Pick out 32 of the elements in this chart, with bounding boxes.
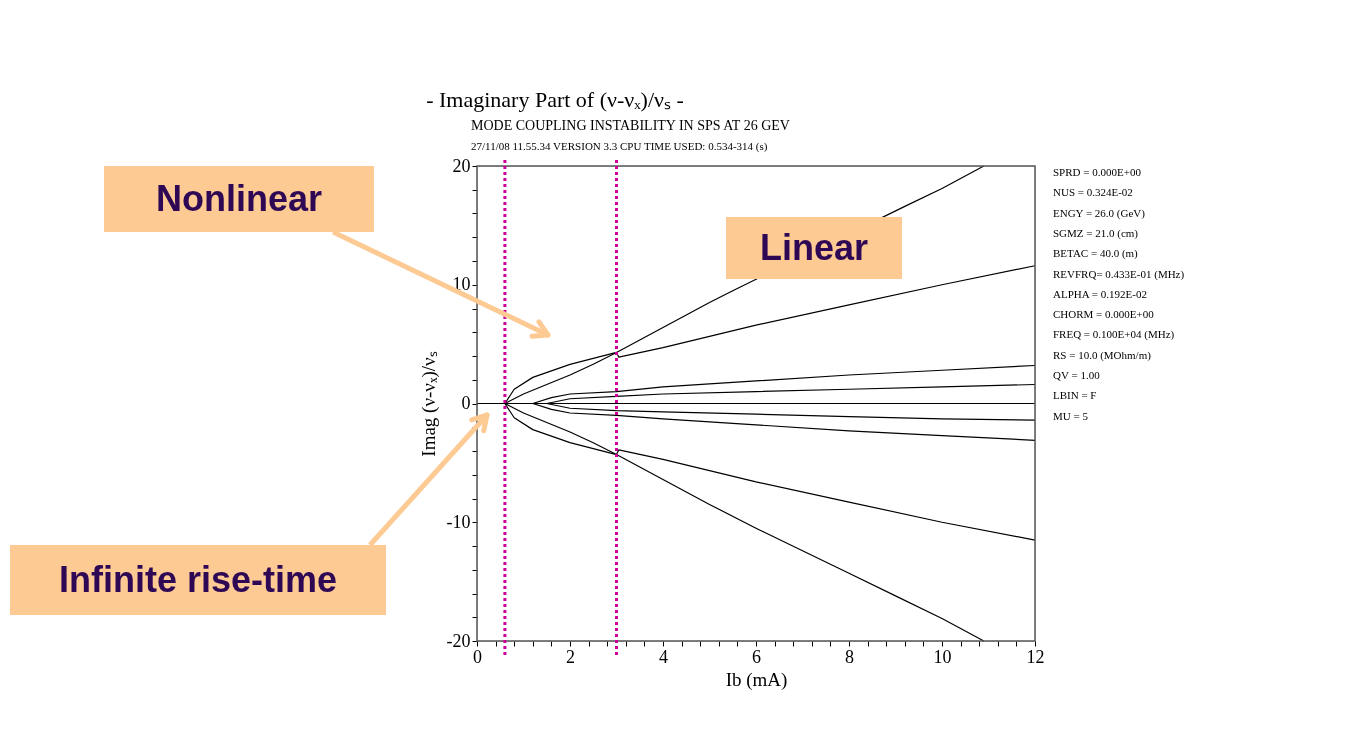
y-tick-label: 10	[452, 274, 471, 295]
text: ENGY = 26.0 (GeV)	[1053, 206, 1146, 220]
text: REVFRQ= 0.433E-01 (MHz)	[1053, 267, 1185, 281]
text: BETAC = 40.0 (m)	[1053, 247, 1139, 261]
text: NUS = 0.324E-02	[1053, 186, 1133, 199]
x-tick-label: 4	[659, 646, 668, 667]
chart-subtitle: MODE COUPLING INSTABILITY IN SPS AT 26 GEV	[471, 118, 790, 133]
text: Nonlinear	[155, 178, 323, 219]
chart-title: - Imaginary Part of (ν-νₓ)/νₛ -	[426, 87, 684, 112]
x-axis-title: Ib (mA)	[725, 668, 788, 691]
text: Infinite rise-time	[58, 559, 338, 600]
text: RS = 10.0 (MOhm/m)	[1053, 348, 1152, 362]
annotation: Linear	[759, 227, 869, 268]
text: SGMZ = 21.0 (cm)	[1053, 226, 1139, 240]
text: QV = 1.00	[1053, 369, 1101, 381]
y-tick-label: -10	[446, 511, 471, 532]
text: SPRD = 0.000E+00	[1053, 166, 1142, 178]
x-tick-label: 8	[845, 646, 854, 667]
y-axis-title: Imag (ν-νₓ)/νₛ	[417, 351, 440, 457]
text: CHORM = 0.000E+00	[1053, 308, 1155, 321]
text: LBIN = F	[1053, 389, 1097, 402]
y-tick-label: 20	[452, 155, 471, 176]
x-tick-label: 6	[752, 646, 761, 667]
text: MU = 5	[1053, 409, 1089, 422]
text: ALPHA = 0.192E-02	[1053, 287, 1147, 300]
x-tick-label: 2	[566, 646, 575, 667]
text: FREQ = 0.100E+04 (MHz)	[1053, 328, 1175, 342]
x-tick-label: 10	[933, 646, 952, 667]
y-tick-label: 0	[461, 393, 471, 413]
text: 27/11/08 11.55.34 VERSION 3.3 CPU TIME USED: 0.534-314 (s)	[471, 140, 768, 153]
y-tick-label: -20	[446, 630, 471, 651]
x-tick-label: 12	[1026, 646, 1045, 667]
